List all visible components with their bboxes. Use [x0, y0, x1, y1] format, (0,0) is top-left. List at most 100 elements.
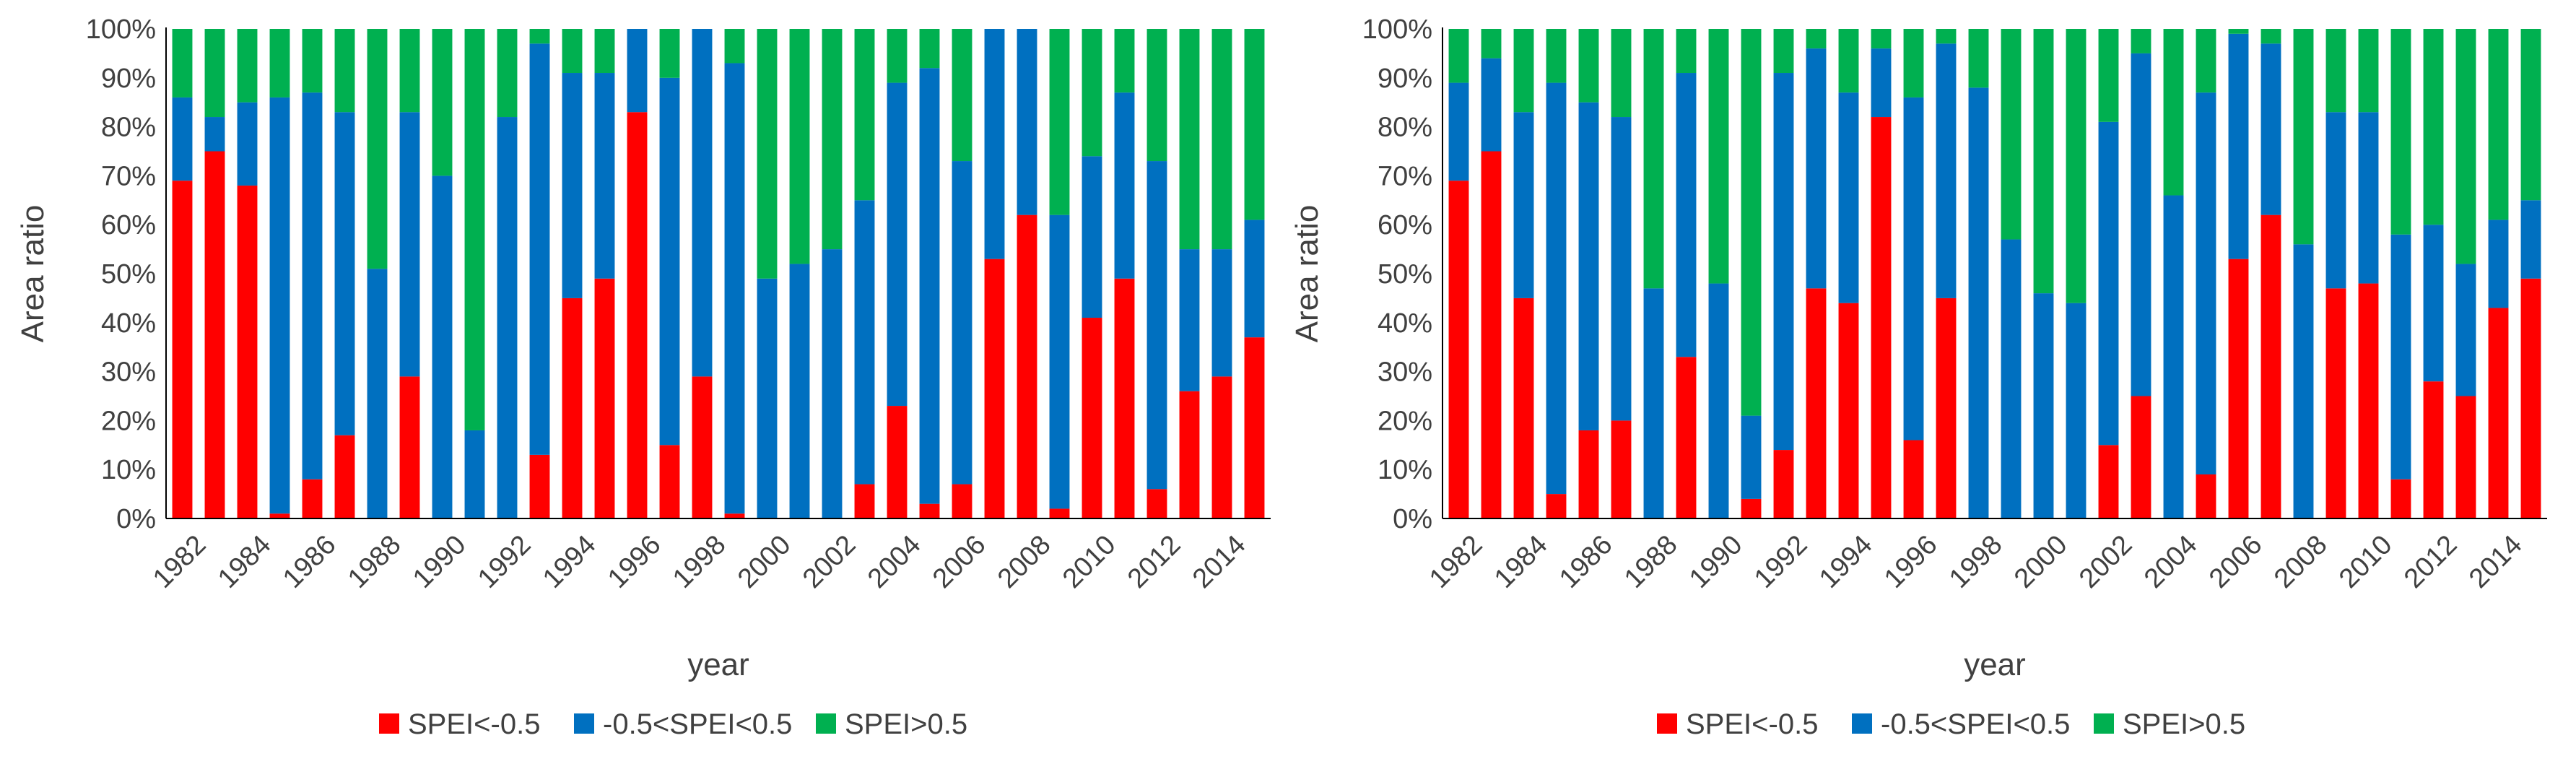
- bar-segment-3: [2066, 29, 2087, 303]
- y-tick-label: 40%: [1378, 308, 1432, 339]
- bar-segment-2: [1838, 92, 1859, 303]
- bar-segment-2: [1741, 415, 1762, 499]
- bar-segment-1: [854, 484, 875, 518]
- bar-segment-2: [1903, 97, 1924, 440]
- bar-segment-3: [822, 29, 843, 250]
- bar-segment-3: [2033, 29, 2054, 294]
- x-tick-label: 2004: [2138, 529, 2203, 594]
- bar-segment-2: [2033, 293, 2054, 518]
- bar-segment-3: [1773, 29, 1794, 74]
- y-tick-label: 60%: [1378, 210, 1432, 240]
- x-tick-label: 2010: [2333, 529, 2398, 594]
- bar-segment-2: [789, 264, 810, 518]
- bar-segment-2: [1017, 29, 1037, 215]
- bar-segment-3: [1838, 29, 1859, 93]
- bar-segment-1: [1146, 489, 1167, 518]
- bar-segment-2: [854, 200, 875, 485]
- bar-segment-2: [984, 29, 1005, 259]
- legend-label: SPEI>0.5: [2123, 708, 2245, 740]
- bar-segment-2: [529, 43, 550, 455]
- x-tick-label: 2000: [732, 529, 796, 594]
- bar-segment-3: [887, 29, 908, 83]
- x-tick-label: 1982: [147, 529, 212, 594]
- bar-segment-2: [2098, 121, 2119, 446]
- bar-segment-3: [2520, 29, 2541, 201]
- x-tick-label: 1982: [1424, 529, 1488, 594]
- x-tick-label: 1984: [212, 529, 277, 594]
- bar-segment-3: [2001, 29, 2022, 240]
- bar-segment-3: [1244, 29, 1265, 220]
- bar-segment-1: [2455, 396, 2476, 518]
- bar-segment-2: [1676, 73, 1697, 357]
- x-tick-label: 1986: [277, 529, 341, 594]
- bar-segment-2: [172, 97, 193, 181]
- bar-segment-3: [1708, 29, 1729, 284]
- bar-segment-2: [204, 117, 225, 152]
- legend-label: SPEI<-0.5: [408, 708, 540, 740]
- bar-segment-1: [237, 185, 258, 518]
- bar-segment-1: [1481, 151, 1502, 518]
- y-axis-title: Area ratio: [15, 205, 51, 343]
- bar-segment-2: [887, 82, 908, 407]
- bar-segment-1: [1546, 494, 1567, 518]
- bar-segment-1: [724, 513, 745, 518]
- x-tick-label: 1998: [1944, 529, 2008, 594]
- x-tick-label: 2014: [1187, 529, 1251, 594]
- bar-segment-2: [952, 161, 972, 485]
- bar-segment-2: [2293, 244, 2314, 518]
- bar-segment-1: [887, 406, 908, 518]
- bar-segment-2: [497, 117, 518, 519]
- y-tick-label: 10%: [1378, 455, 1432, 485]
- bar-segment-3: [2488, 29, 2509, 220]
- bar-segment-2: [1179, 249, 1200, 391]
- bar-segment-1: [2520, 278, 2541, 518]
- bar-segment-2: [1968, 87, 1989, 519]
- x-axis-title: year: [687, 647, 749, 682]
- bar-segment-1: [1244, 337, 1265, 518]
- y-tick-label: 100%: [1362, 14, 1432, 45]
- bar-segment-1: [2196, 474, 2216, 518]
- y-tick-label: 10%: [101, 455, 156, 485]
- bar-segment-3: [2390, 29, 2411, 235]
- legend-label: -0.5<SPEI<0.5: [603, 708, 792, 740]
- bar-segment-2: [2520, 200, 2541, 279]
- bar-segment-3: [1082, 29, 1102, 157]
- bar-segment-3: [659, 29, 680, 78]
- x-tick-label: 1998: [667, 529, 731, 594]
- bar-segment-1: [1114, 278, 1135, 518]
- bar-segment-2: [2228, 33, 2249, 259]
- x-tick-label: 2008: [992, 529, 1056, 594]
- bar-segment-1: [1578, 430, 1599, 518]
- legend-swatch: [1657, 713, 1677, 734]
- bar-segment-2: [2001, 239, 2022, 518]
- y-tick-label: 20%: [1378, 406, 1432, 436]
- bar-segment-3: [1968, 29, 1989, 88]
- bar-segment-1: [1017, 214, 1037, 518]
- bar-segment-2: [2488, 220, 2509, 308]
- bar-segment-1: [1179, 391, 1200, 518]
- bar-segment-3: [2131, 29, 2151, 53]
- bar-segment-1: [2260, 214, 2281, 518]
- bar-segment-3: [204, 29, 225, 118]
- bar-segment-1: [1773, 450, 1794, 518]
- bar-segment-1: [1448, 181, 1469, 518]
- y-tick-label: 0%: [116, 504, 156, 534]
- bar-segment-3: [172, 29, 193, 97]
- bar-segment-2: [1481, 58, 1502, 152]
- bar-segment-2: [1513, 112, 1534, 298]
- y-tick-label: 0%: [1393, 504, 1432, 534]
- legend-label: SPEI>0.5: [845, 708, 967, 740]
- x-tick-label: 1990: [1684, 529, 1748, 594]
- bar-segment-1: [2098, 445, 2119, 518]
- x-tick-label: 2014: [2463, 529, 2528, 594]
- bar-segment-2: [1611, 117, 1632, 421]
- bar-segment-2: [2455, 264, 2476, 396]
- bar-segment-3: [2423, 29, 2444, 225]
- bar-segment-3: [2455, 29, 2476, 264]
- x-tick-label: 2010: [1057, 529, 1121, 594]
- bar-segment-2: [432, 175, 453, 518]
- bar-segment-2: [919, 68, 940, 504]
- bar-segment-2: [1936, 43, 1957, 298]
- bar-segment-3: [1936, 29, 1957, 44]
